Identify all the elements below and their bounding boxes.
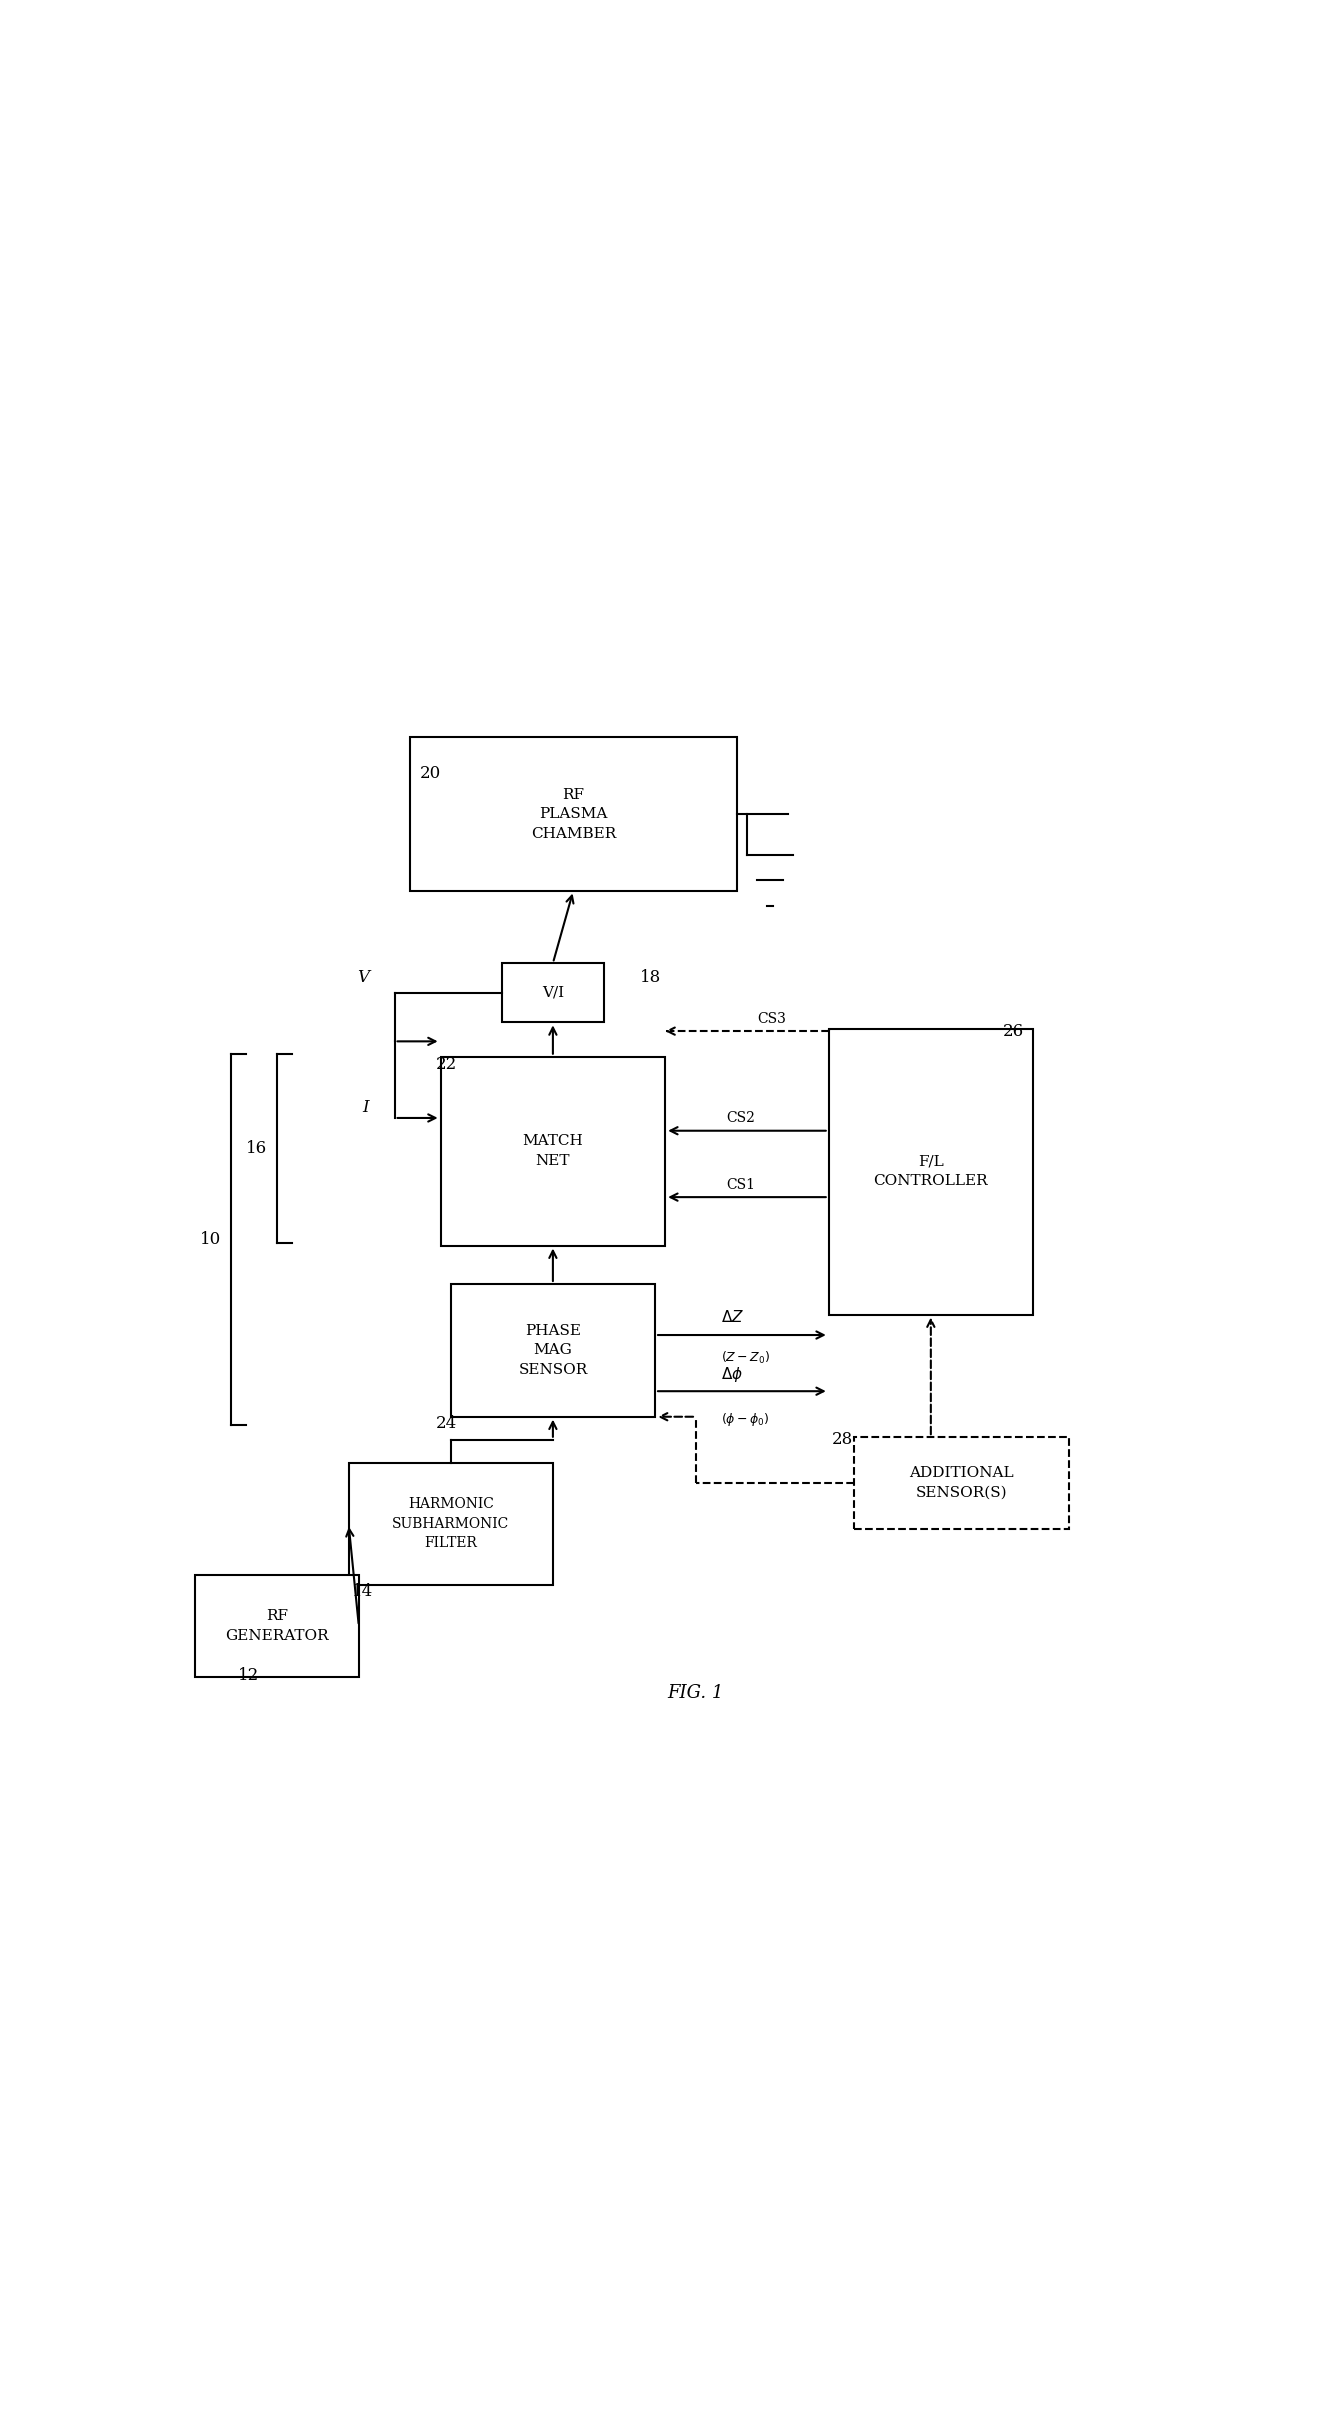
Text: 14: 14 <box>352 1584 373 1601</box>
Text: $\Delta\phi$: $\Delta\phi$ <box>721 1365 743 1384</box>
Text: RF
PLASMA
CHAMBER: RF PLASMA CHAMBER <box>531 788 616 841</box>
Text: V: V <box>357 969 369 986</box>
Text: ADDITIONAL
SENSOR(S): ADDITIONAL SENSOR(S) <box>909 1466 1014 1500</box>
Text: I: I <box>362 1099 369 1116</box>
Text: 20: 20 <box>420 764 442 781</box>
Bar <box>348 1463 554 1586</box>
Text: 28: 28 <box>832 1430 853 1447</box>
Text: 16: 16 <box>245 1140 266 1157</box>
Text: CS2: CS2 <box>726 1111 755 1126</box>
Text: 24: 24 <box>435 1415 456 1432</box>
Text: $(Z-Z_0)$: $(Z-Z_0)$ <box>721 1350 771 1365</box>
Bar <box>440 1056 666 1246</box>
Text: PHASE
MAG
SENSOR: PHASE MAG SENSOR <box>518 1324 588 1377</box>
Text: $\Delta Z$: $\Delta Z$ <box>721 1309 745 1324</box>
Text: MATCH
NET: MATCH NET <box>522 1136 584 1167</box>
Bar <box>195 1574 358 1678</box>
Text: CS1: CS1 <box>726 1179 755 1191</box>
Text: 18: 18 <box>639 969 660 986</box>
Text: 26: 26 <box>1002 1022 1024 1039</box>
Bar <box>502 964 604 1022</box>
Text: 10: 10 <box>200 1232 221 1249</box>
Text: V/I: V/I <box>542 986 564 1001</box>
Text: HARMONIC
SUBHARMONIC
FILTER: HARMONIC SUBHARMONIC FILTER <box>393 1497 509 1550</box>
Text: F/L
CONTROLLER: F/L CONTROLLER <box>874 1155 988 1189</box>
Bar <box>410 738 737 890</box>
Text: RF
GENERATOR: RF GENERATOR <box>225 1611 330 1642</box>
Text: FIG. 1: FIG. 1 <box>668 1683 724 1702</box>
Text: 12: 12 <box>239 1666 260 1683</box>
Bar <box>829 1029 1033 1314</box>
Bar <box>854 1437 1069 1529</box>
Text: CS3: CS3 <box>758 1013 786 1027</box>
Text: 22: 22 <box>435 1056 456 1073</box>
Bar <box>451 1285 655 1418</box>
Text: $(\phi-\phi_0)$: $(\phi-\phi_0)$ <box>721 1410 770 1427</box>
